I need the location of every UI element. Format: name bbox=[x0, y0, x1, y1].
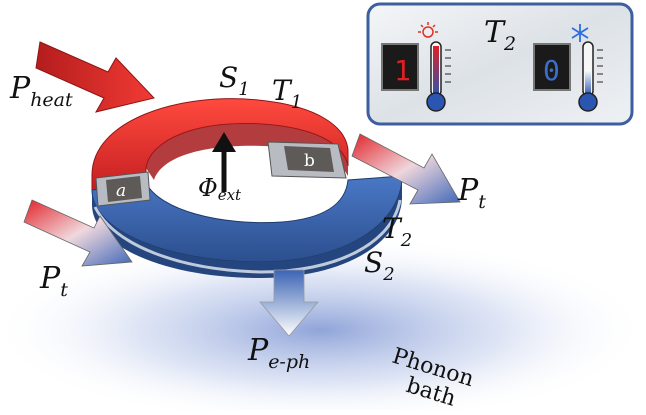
inset-title: T2 bbox=[484, 15, 516, 55]
p-t-left-label: Pt bbox=[39, 261, 68, 301]
cold-display-digit: 0 bbox=[543, 54, 560, 87]
p-eph-label: Pe-ph bbox=[247, 333, 310, 373]
junction-b-label: b bbox=[304, 151, 315, 171]
s1-label: S1 bbox=[219, 61, 250, 100]
ring-blue-half bbox=[91, 175, 403, 278]
temperature-inset: 1 T2 0 bbox=[366, 2, 634, 126]
p-t-left-arrow bbox=[23, 199, 133, 267]
t1-label: T1 bbox=[272, 74, 302, 113]
flux-arrow bbox=[212, 132, 236, 192]
hot-thermometer-icon bbox=[426, 41, 451, 112]
sun-icon bbox=[418, 22, 438, 38]
ring-red-half bbox=[91, 98, 349, 191]
p-eph-arrow bbox=[259, 269, 319, 337]
snowflake-icon bbox=[571, 24, 589, 42]
p-heat-arrow bbox=[35, 41, 155, 113]
cold-display bbox=[533, 43, 571, 91]
hot-display bbox=[381, 43, 419, 91]
p-t-right-label: Pt bbox=[457, 173, 486, 213]
phonon-bath-glow bbox=[0, 235, 646, 415]
junction-b: b bbox=[267, 141, 347, 179]
s2-label: S2 bbox=[364, 246, 395, 285]
phi-ext-label: Φext bbox=[198, 174, 242, 204]
p-t-right-arrow bbox=[351, 133, 461, 205]
hot-display-digit: 1 bbox=[394, 54, 411, 87]
junction-a: a bbox=[95, 171, 151, 207]
t2-label: T2 bbox=[382, 212, 412, 251]
cold-thermometer-icon bbox=[578, 41, 603, 112]
p-heat-label: Pheat bbox=[9, 71, 73, 111]
junction-a-label: a bbox=[116, 181, 126, 201]
